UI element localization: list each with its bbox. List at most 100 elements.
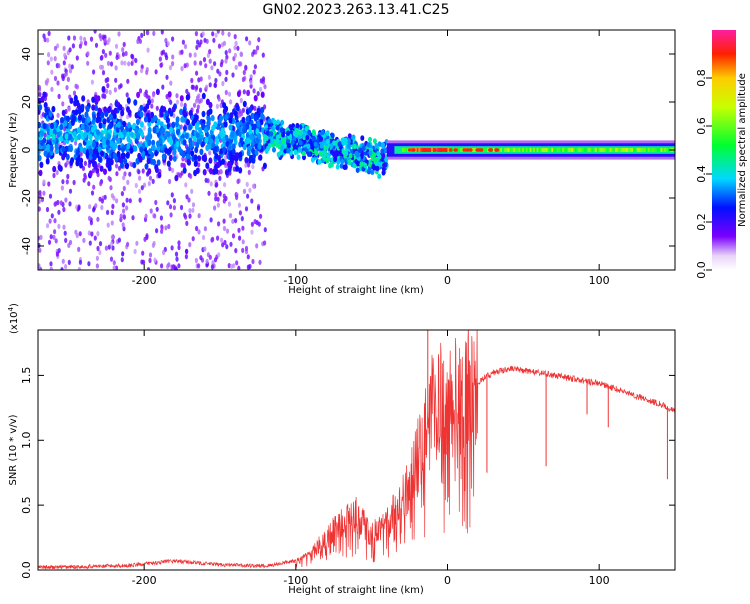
heatmap-cell	[140, 185, 144, 191]
heatmap-cell	[208, 49, 212, 55]
heatmap-cell	[402, 148, 405, 152]
heatmap-cell	[587, 148, 591, 152]
heatmap-cell	[368, 150, 373, 156]
heatmap-cell	[222, 146, 227, 153]
heatmap-cell	[175, 256, 179, 262]
heatmap-cell	[159, 111, 164, 118]
heatmap-cell	[213, 205, 217, 211]
heatmap-cell	[347, 159, 352, 166]
heatmap-cell	[241, 107, 245, 113]
heatmap-cell	[48, 218, 52, 224]
heatmap-cell	[276, 119, 280, 125]
heatmap-cell	[139, 146, 144, 153]
heatmap-cell	[328, 162, 333, 169]
heatmap-cell	[136, 91, 141, 99]
heatmap-cell	[219, 115, 224, 122]
heatmap-cell	[112, 265, 116, 270]
heatmap-cell	[255, 128, 260, 135]
heatmap-cell	[114, 43, 119, 49]
heatmap-cell	[279, 127, 284, 133]
heatmap-cell	[44, 106, 49, 113]
heatmap-cell	[126, 142, 131, 150]
heatmap-cell	[136, 133, 140, 140]
heatmap-cell	[180, 66, 184, 72]
heatmap-cell	[67, 35, 71, 41]
heatmap-cell	[203, 246, 207, 252]
heatmap-cell	[144, 89, 148, 95]
heatmap-cell	[382, 162, 387, 169]
heatmap-cell	[87, 230, 91, 236]
heatmap-cell	[525, 148, 529, 152]
heatmap-cell	[122, 128, 127, 136]
heatmap-cell	[46, 37, 50, 43]
heatmap-cell	[233, 34, 237, 40]
heatmap-cell	[483, 148, 487, 152]
heatmap-cell	[66, 115, 70, 123]
heatmap-cell	[114, 265, 119, 270]
heatmap-cell	[134, 182, 138, 189]
heatmap-cell	[85, 126, 90, 133]
heatmap-cell	[313, 141, 318, 147]
heatmap-cell	[263, 84, 267, 90]
heatmap-cell	[101, 93, 105, 99]
heatmap-cell	[229, 99, 233, 105]
heatmap-cell	[199, 148, 204, 155]
colorbar-tick-label: 0.6	[695, 117, 708, 135]
heatmap-cell	[614, 148, 618, 152]
heatmap-cell	[640, 148, 644, 152]
heatmap-cell	[77, 114, 82, 121]
heatmap-cell	[240, 216, 244, 222]
heatmap-cell	[123, 158, 128, 165]
heatmap-cell	[196, 39, 200, 45]
heatmap-cell	[174, 120, 179, 128]
heatmap-cell	[272, 119, 277, 126]
heatmap-cell	[140, 64, 144, 70]
heatmap-cell	[233, 110, 238, 117]
heatmap-cell	[186, 158, 191, 166]
heatmap-cell	[57, 63, 61, 69]
heatmap-cell	[556, 148, 560, 152]
heatmap-cell	[638, 148, 642, 152]
heatmap-cell	[190, 188, 194, 194]
heatmap-cell	[222, 40, 227, 46]
heatmap-cell	[177, 263, 181, 269]
heatmap-cell	[208, 150, 212, 156]
heatmap-cell	[52, 172, 56, 179]
heatmap-cell	[616, 148, 620, 152]
heatmap-cell	[216, 235, 220, 241]
heatmap-cell	[253, 115, 258, 122]
heatmap-cell	[63, 150, 67, 158]
heatmap-cell	[154, 199, 158, 206]
heatmap-cell	[38, 247, 42, 253]
heatmap-cell	[77, 205, 81, 211]
heatmap-cell	[78, 43, 82, 49]
heatmap-cell	[59, 123, 64, 131]
heatmap-cell	[228, 124, 233, 131]
heatmap-cell	[108, 113, 113, 121]
y-tick-label: 0	[20, 147, 33, 154]
heatmap-cell	[206, 52, 210, 59]
heatmap-cell	[69, 159, 74, 166]
heatmap-cell	[231, 154, 236, 161]
heatmap-cell	[418, 148, 422, 152]
heatmap-cell	[286, 130, 291, 136]
heatmap-cell	[363, 162, 368, 169]
heatmap-cell	[107, 37, 111, 43]
heatmap-cell	[153, 115, 158, 122]
heatmap-cell	[148, 175, 153, 181]
heatmap-cell	[61, 145, 66, 153]
heatmap-cell	[213, 61, 217, 67]
heatmap-cell	[578, 148, 582, 152]
heatmap-cell	[259, 78, 263, 84]
heatmap-cell	[377, 141, 382, 147]
heatmap-cell	[185, 94, 190, 101]
heatmap-cell	[92, 113, 97, 121]
heatmap-cell	[62, 224, 66, 230]
heatmap-cell	[69, 97, 74, 104]
heatmap-cell	[204, 136, 209, 144]
heatmap-cell	[375, 165, 380, 172]
heatmap-cell	[80, 103, 85, 111]
heatmap-cell	[125, 197, 129, 203]
heatmap-cell	[74, 140, 78, 146]
heatmap-cell	[180, 170, 184, 176]
